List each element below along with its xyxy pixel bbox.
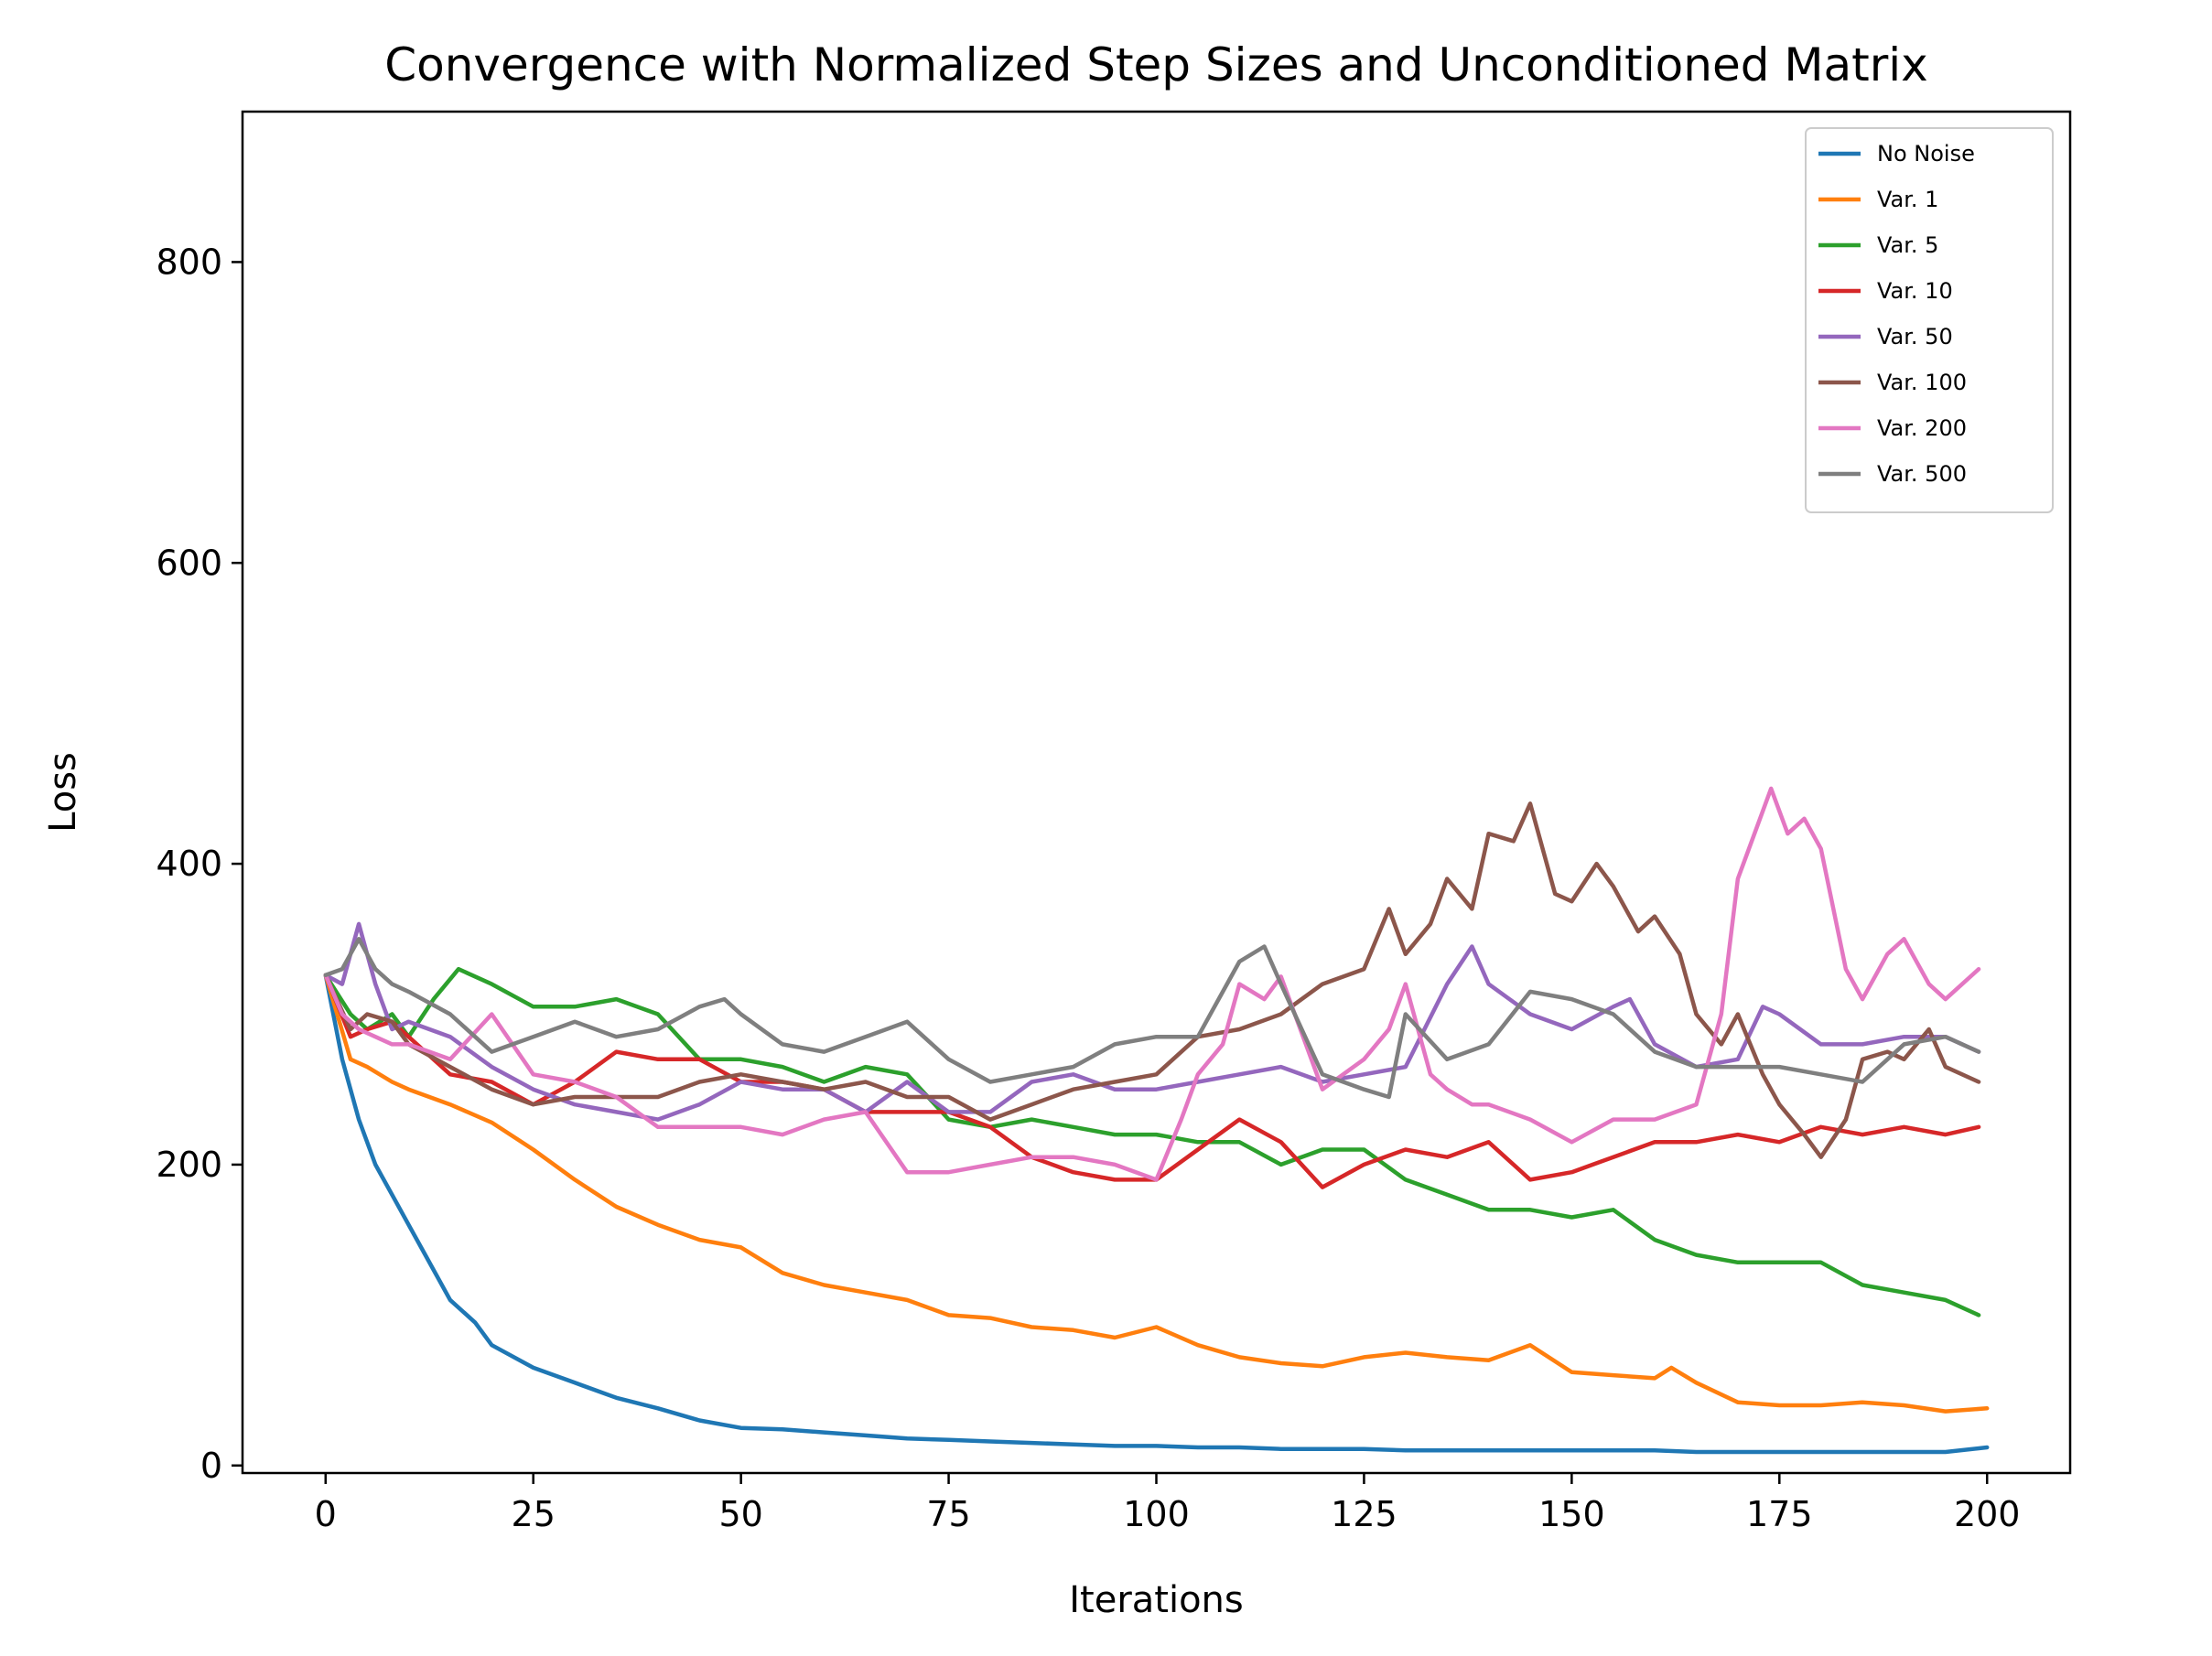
x-tick-label-1: 25 xyxy=(512,1494,556,1534)
x-tick-label-6: 150 xyxy=(1538,1494,1605,1534)
legend-label-6: Var. 200 xyxy=(1877,415,1967,441)
y-tick-label-1: 200 xyxy=(156,1145,222,1185)
x-tick-label-5: 125 xyxy=(1331,1494,1397,1534)
y-tick-label-4: 800 xyxy=(156,242,222,282)
x-tick-label-0: 0 xyxy=(315,1494,337,1534)
x-tick-label-2: 50 xyxy=(718,1494,762,1534)
legend-label-1: Var. 1 xyxy=(1877,187,1938,212)
series-line-5 xyxy=(323,801,1981,1159)
x-axis-title: Iterations xyxy=(1069,1579,1244,1621)
chart-title: Convergence with Normalized Step Sizes a… xyxy=(384,38,1928,91)
y-axis: 0 200 400 600 800 xyxy=(156,242,243,1486)
legend: No Noise Var. 1 Var. 5 Var. 10 Var. 50 Var. 1… xyxy=(1805,127,2054,513)
legend-label-0: No Noise xyxy=(1877,141,1975,167)
series-layer xyxy=(323,786,1990,1455)
y-tick-label-3: 600 xyxy=(156,543,222,583)
x-tick-label-7: 175 xyxy=(1746,1494,1813,1534)
legend-label-4: Var. 50 xyxy=(1877,324,1953,349)
series-line-1 xyxy=(323,973,1990,1414)
series-line-7 xyxy=(323,937,1981,1100)
legend-label-2: Var. 5 xyxy=(1877,232,1938,258)
y-tick-label-2: 400 xyxy=(156,844,222,884)
legend-label-7: Var. 500 xyxy=(1877,461,1967,487)
x-tick-label-4: 100 xyxy=(1123,1494,1190,1534)
legend-label-5: Var. 100 xyxy=(1877,370,1967,395)
y-axis-title: Loss xyxy=(42,752,84,833)
legend-box xyxy=(1805,127,2054,513)
series-line-0 xyxy=(323,973,1990,1455)
x-axis: 0 25 50 75 100 125 150 175 200 xyxy=(315,1473,2021,1534)
y-tick-label-0: 0 xyxy=(200,1446,222,1486)
x-tick-label-3: 75 xyxy=(926,1494,970,1534)
series-line-6 xyxy=(323,786,1981,1182)
series-line-4 xyxy=(323,921,1981,1122)
legend-label-3: Var. 10 xyxy=(1877,278,1953,304)
series-line-2 xyxy=(323,966,1981,1317)
x-tick-label-8: 200 xyxy=(1954,1494,2021,1534)
